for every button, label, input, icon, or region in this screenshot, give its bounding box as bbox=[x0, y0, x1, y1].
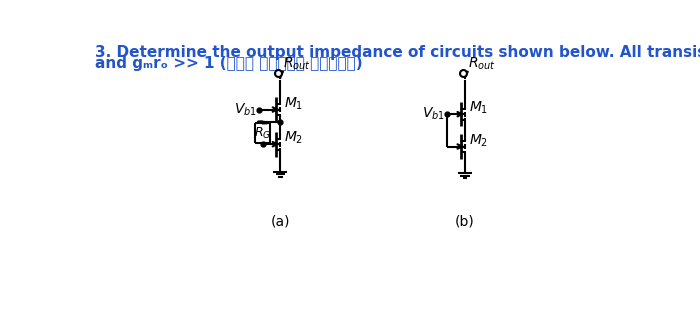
Text: $V_{b1}$: $V_{b1}$ bbox=[234, 101, 257, 118]
Text: (b): (b) bbox=[455, 214, 475, 228]
Text: 3. Determine the output impedance of circuits shown below. All transistors are i: 3. Determine the output impedance of cir… bbox=[95, 45, 700, 60]
Text: $M_2$: $M_2$ bbox=[284, 130, 303, 146]
Text: $R_{out}$: $R_{out}$ bbox=[468, 55, 496, 72]
Text: $R_{out}$: $R_{out}$ bbox=[284, 55, 312, 72]
Text: (a): (a) bbox=[270, 214, 290, 228]
Text: and gₘrₒ >> 1 (소신호 등가회로로 확인해볼것): and gₘrₒ >> 1 (소신호 등가회로로 확인해볼것) bbox=[95, 56, 363, 71]
Text: $M_1$: $M_1$ bbox=[284, 95, 303, 112]
Text: $M_1$: $M_1$ bbox=[469, 100, 488, 116]
Text: $M_2$: $M_2$ bbox=[469, 132, 488, 149]
Text: $V_{b1}$: $V_{b1}$ bbox=[422, 106, 445, 122]
Text: $R_G$: $R_G$ bbox=[254, 125, 271, 140]
